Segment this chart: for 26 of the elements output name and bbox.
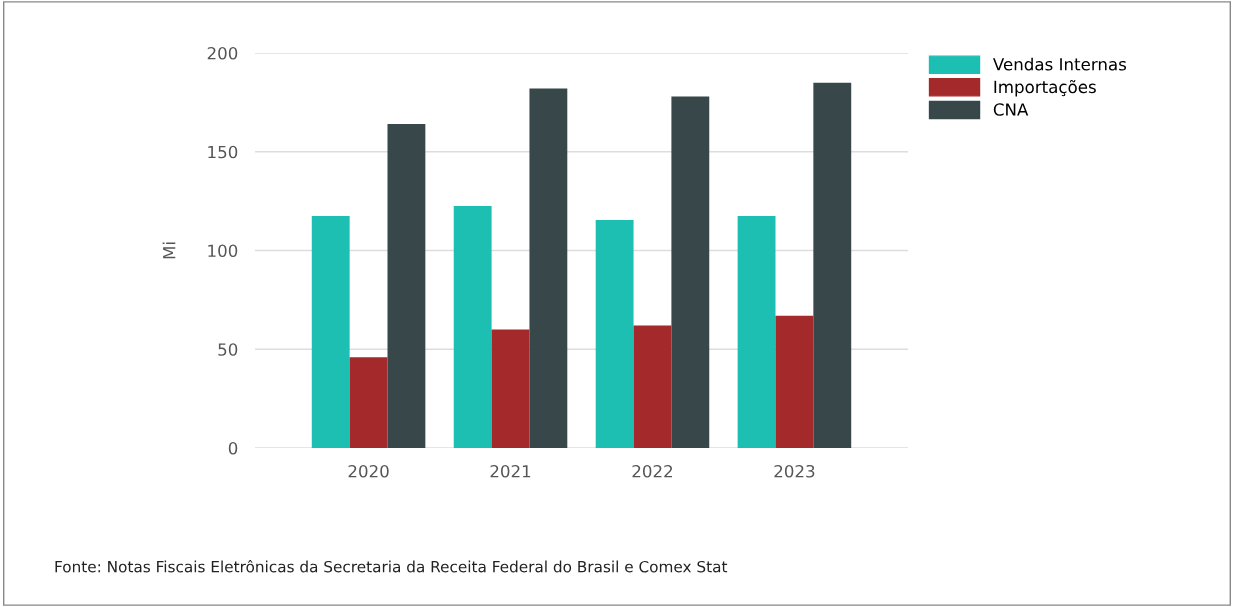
bar: [311, 215, 350, 448]
bar: [453, 206, 492, 448]
bar: [633, 325, 672, 448]
x-tick-label: 2020: [348, 464, 389, 478]
bar: [491, 329, 530, 448]
legend-label: Importações: [994, 80, 1096, 97]
bar: [775, 315, 814, 448]
bar: [529, 88, 568, 448]
bar: [737, 215, 776, 448]
bar: [671, 96, 710, 448]
bar: [595, 219, 634, 448]
x-tick-label: 2021: [490, 464, 531, 478]
y-tick-label: 150: [208, 145, 238, 159]
y-tick-label: 0: [228, 441, 238, 455]
y-tick-label: 50: [218, 343, 238, 356]
y-tick-label: 100: [208, 244, 238, 258]
legend-label: CNA: [993, 103, 1029, 116]
x-tick-label: 2022: [632, 464, 673, 478]
bar: [349, 357, 388, 448]
bar: [813, 82, 852, 448]
x-tick-label: 2023: [774, 464, 815, 478]
bar: [387, 124, 426, 448]
y-axis-title: Mi: [162, 242, 176, 259]
legend-label: Vendas Internas: [992, 57, 1127, 71]
y-tick-label: 200: [207, 46, 238, 60]
source-note: Fonte: Notas Fiscais Eletrônicas da Secretaria da Receita Federal do Brasil e Comex Stat: [55, 560, 728, 573]
